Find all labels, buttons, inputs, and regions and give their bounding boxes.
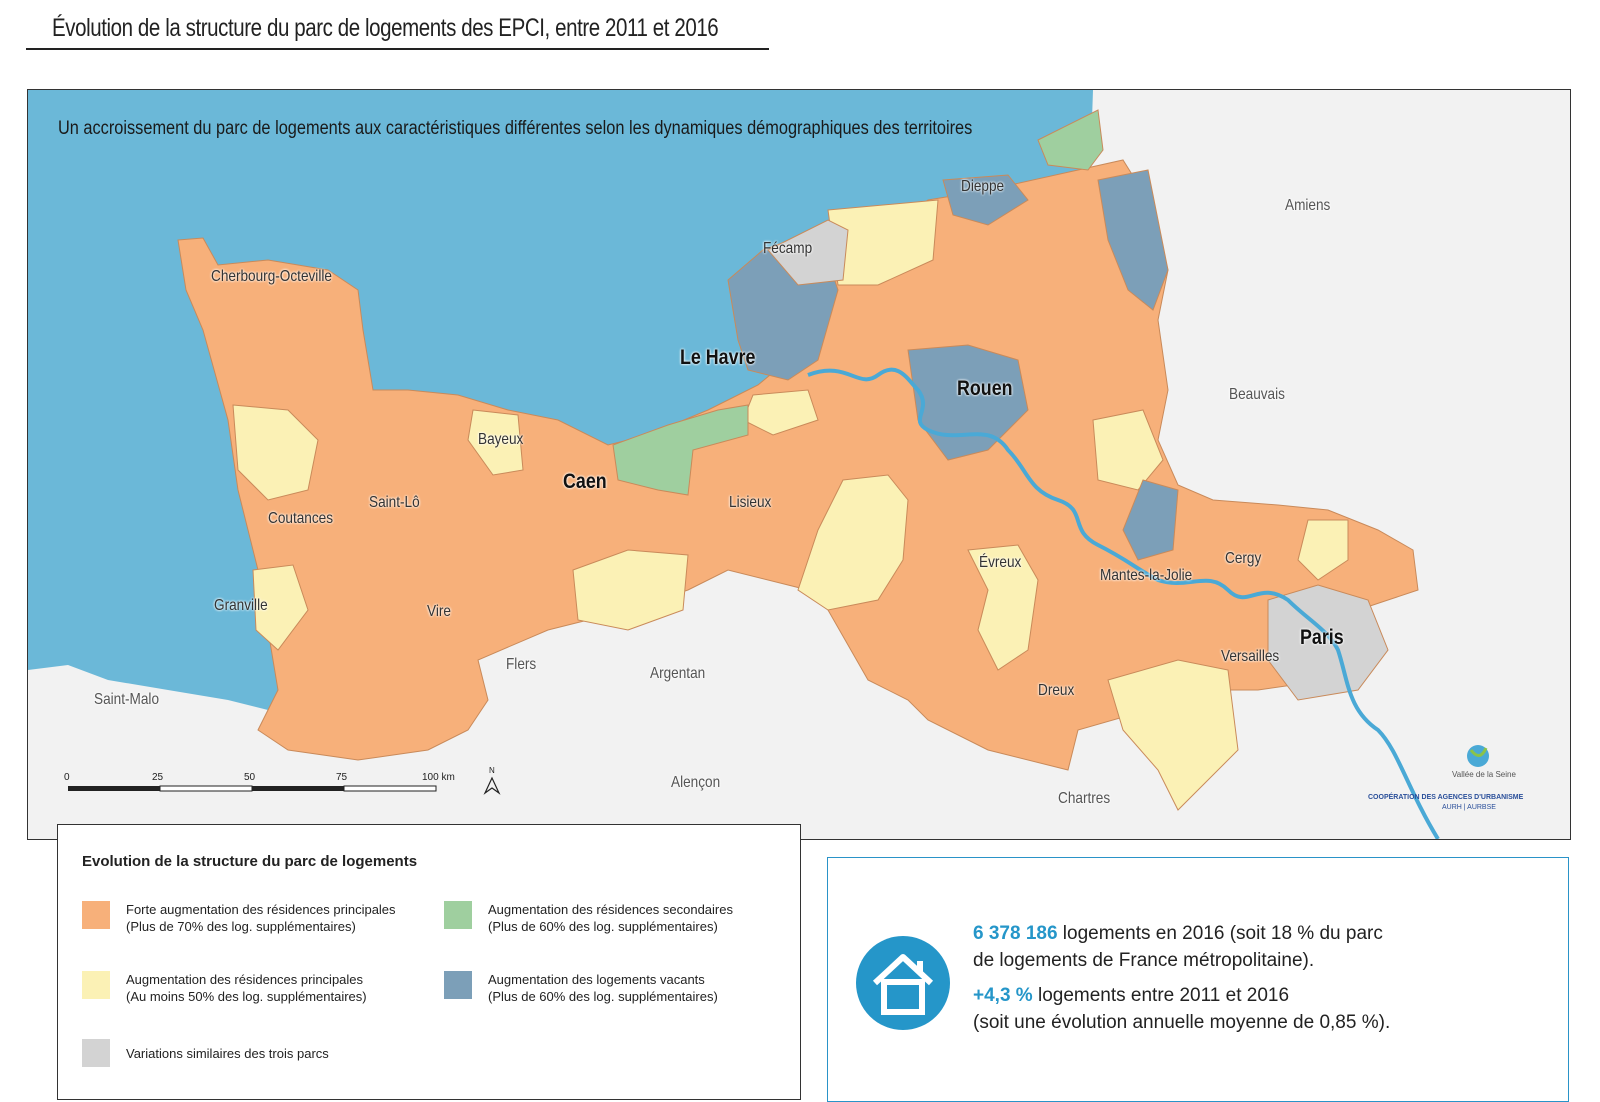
legend-sublabel: (Plus de 70% des log. supplémentaires) xyxy=(126,919,356,934)
zone-secondaires-2 xyxy=(612,404,749,496)
scale-label-0: 0 xyxy=(64,772,70,783)
scale-bar-seg-1 xyxy=(68,786,160,791)
zone-principales-3 xyxy=(467,409,524,476)
legend-swatch xyxy=(82,901,110,929)
house-icon xyxy=(856,936,950,1030)
title-underline xyxy=(26,48,769,50)
city-label-cherbourg: Cherbourg-Octeville xyxy=(211,268,332,285)
city-label-vire: Vire xyxy=(427,603,451,620)
zone-similaires-2 xyxy=(1267,584,1389,701)
city-label-beauvais: Beauvais xyxy=(1229,386,1285,403)
logo-leaf xyxy=(1469,747,1488,757)
city-label-evreux: Évreux xyxy=(979,554,1022,571)
map[interactable]: Un accroissement du parc de logements au… xyxy=(27,89,1571,840)
legend-label: Augmentation des résidences secondaires xyxy=(488,902,733,917)
legend-sublabel: (Au moins 50% des log. supplémentaires) xyxy=(126,989,367,1004)
legend-label: Variations similaires des trois parcs xyxy=(126,1046,329,1061)
logo-name: Vallée de la Seine xyxy=(1452,770,1516,779)
city-label-flers: Flers xyxy=(506,656,537,673)
city-label-paris: Paris xyxy=(1300,626,1344,649)
city-label-le-havre: Le Havre xyxy=(680,346,756,369)
zone-principales-1 xyxy=(232,404,319,501)
zone-principales-11 xyxy=(1297,519,1349,581)
zone-principales-4 xyxy=(572,549,689,631)
zone-principales-2 xyxy=(252,564,309,651)
legend-item-principales: Augmentation des résidences principales (… xyxy=(82,971,367,1005)
legend-item-similaires: Variations similaires des trois parcs xyxy=(82,1039,329,1067)
info-line-3: +4,3 % logements entre 2011 et 2016 xyxy=(973,985,1289,1007)
legend-panel: Evolution de la structure du parc de log… xyxy=(57,824,801,1100)
scale-bar-seg-4 xyxy=(343,785,437,792)
city-label-caen: Caen xyxy=(563,470,607,493)
city-label-versailles: Versailles xyxy=(1221,648,1280,665)
north-label: N xyxy=(489,766,495,775)
zone-principales-7 xyxy=(797,474,909,611)
legend-item-forte-principales: Forte augmentation des résidences princi… xyxy=(82,901,396,935)
zone-similaires-1 xyxy=(767,219,849,286)
city-label-rouen: Rouen xyxy=(957,377,1013,400)
zone-vacants-2 xyxy=(942,174,1029,226)
legend-swatch xyxy=(82,1039,110,1067)
city-label-fecamp: Fécamp xyxy=(763,240,813,257)
legend-label: Augmentation des logements vacants xyxy=(488,972,705,987)
city-label-granville: Granville xyxy=(214,597,268,614)
legend-item-vacants: Augmentation des logements vacants (Plus … xyxy=(444,971,718,1005)
city-label-dreux: Dreux xyxy=(1038,682,1075,699)
seine-river xyxy=(807,367,1440,839)
zone-principales-10 xyxy=(1107,659,1239,811)
map-canvas xyxy=(28,90,1570,839)
zone-principales-9 xyxy=(1092,409,1164,491)
zone-vacants-3 xyxy=(1097,169,1169,311)
north-arrow-icon xyxy=(483,776,501,795)
zone-secondaires-1 xyxy=(1037,109,1104,171)
info-line-2: de logements de France métropolitaine). xyxy=(973,950,1315,971)
legend-item-secondaires: Augmentation des résidences secondaires (… xyxy=(444,901,733,935)
scale-label-50: 50 xyxy=(244,772,256,783)
city-label-coutances: Coutances xyxy=(268,510,334,527)
page-title: Évolution de la structure du parc de log… xyxy=(52,14,719,42)
logo-line-2: AURH | AURBSE xyxy=(1442,804,1496,811)
city-label-cergy: Cergy xyxy=(1225,550,1262,567)
legend-title: Evolution de la structure du parc de log… xyxy=(82,853,418,870)
city-label-bayeux: Bayeux xyxy=(478,431,524,448)
zone-principales-8 xyxy=(967,544,1039,671)
info-text-1: logements en 2016 (soit 18 % du parc xyxy=(1057,923,1383,944)
city-label-argentan: Argentan xyxy=(650,665,706,682)
growth-rate: +4,3 % xyxy=(973,985,1033,1006)
legend-swatch xyxy=(444,901,472,929)
map-subtitle: Un accroissement du parc de logements au… xyxy=(58,118,973,139)
city-label-saint-lo: Saint-Lô xyxy=(369,494,420,511)
logo-line-1: COOPÉRATION DES AGENCES D'URBANISME xyxy=(1368,794,1524,801)
scale-label-100: 100 km xyxy=(422,772,455,783)
scale-label-25: 25 xyxy=(152,772,164,783)
legend-label: Augmentation des résidences principales xyxy=(126,972,364,987)
region-forte-principales xyxy=(177,159,1419,771)
legend-sublabel: (Plus de 60% des log. supplémentaires) xyxy=(488,989,718,1004)
city-label-saint-malo: Saint-Malo xyxy=(94,691,160,708)
zone-vacants-5 xyxy=(1122,479,1179,561)
city-label-dieppe: Dieppe xyxy=(961,178,1005,195)
city-label-amiens: Amiens xyxy=(1285,197,1331,214)
legend-sublabel: (Plus de 60% des log. supplémentaires) xyxy=(488,919,718,934)
info-line-1: 6 378 186 logements en 2016 (soit 18 % d… xyxy=(973,923,1383,945)
info-text-3: logements entre 2011 et 2016 xyxy=(1032,985,1290,1006)
legend-label: Forte augmentation des résidences princi… xyxy=(126,902,396,917)
scale-bar-seg-3 xyxy=(252,786,344,791)
city-label-mantes: Mantes-la-Jolie xyxy=(1100,567,1193,584)
legend-swatch xyxy=(82,971,110,999)
city-label-lisieux: Lisieux xyxy=(729,494,772,511)
info-line-4: (soit une évolution annuelle moyenne de … xyxy=(973,1012,1391,1033)
scale-bar-seg-2 xyxy=(159,785,253,792)
city-label-alencon: Alençon xyxy=(671,774,721,791)
city-label-chartres: Chartres xyxy=(1058,790,1111,807)
legend-swatch xyxy=(444,971,472,999)
key-figures-panel: 6 378 186 logements en 2016 (soit 18 % d… xyxy=(827,857,1569,1102)
scale-label-75: 75 xyxy=(336,772,348,783)
total-logements: 6 378 186 xyxy=(973,923,1058,944)
